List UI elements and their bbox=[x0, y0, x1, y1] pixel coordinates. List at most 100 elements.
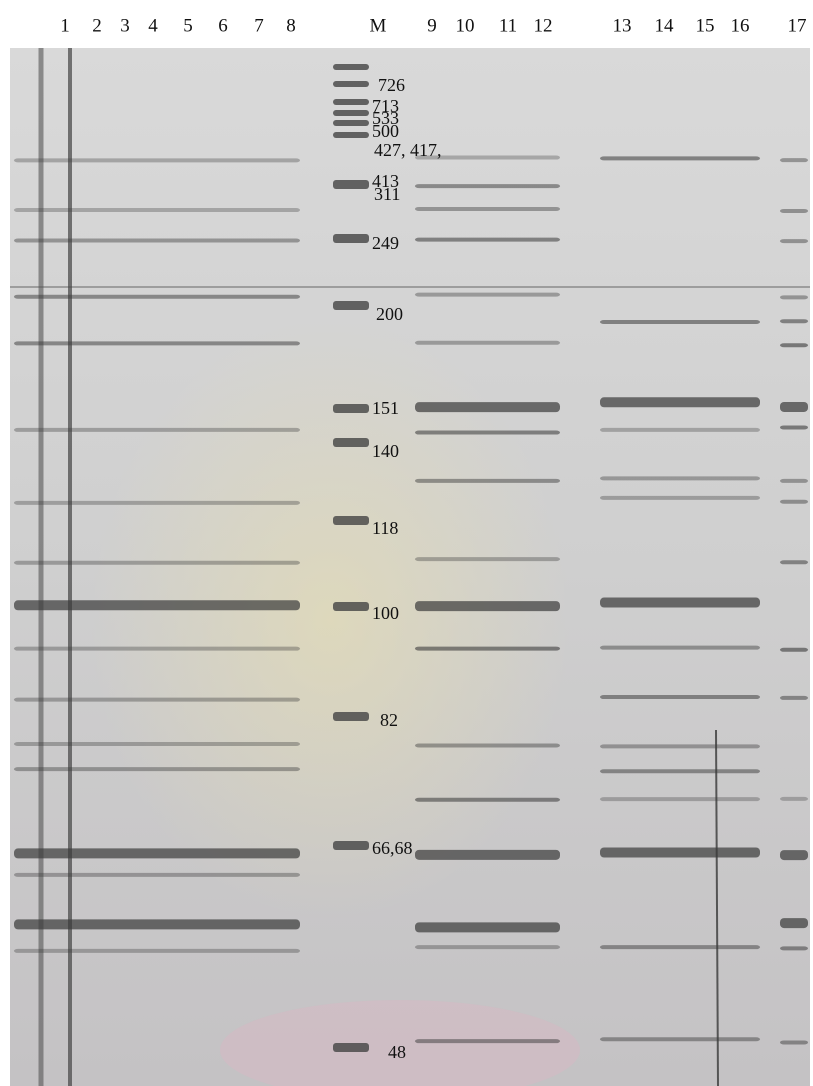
sample-band bbox=[415, 238, 560, 242]
marker-band bbox=[333, 110, 369, 116]
sample-band bbox=[600, 797, 760, 801]
sample-band bbox=[415, 1039, 560, 1043]
marker-band bbox=[333, 234, 369, 243]
marker-label: 500 bbox=[372, 121, 399, 141]
marker-label: 140 bbox=[372, 441, 399, 461]
sample-band bbox=[780, 402, 808, 412]
lane-label: 17 bbox=[788, 15, 807, 36]
sample-band bbox=[780, 158, 808, 162]
sample-band bbox=[14, 873, 300, 877]
marker-band bbox=[333, 712, 369, 721]
lane-label: 10 bbox=[456, 15, 475, 36]
marker-band bbox=[333, 841, 369, 850]
sample-band bbox=[415, 601, 560, 611]
sample-band bbox=[415, 922, 560, 932]
marker-band bbox=[333, 120, 369, 126]
sample-band bbox=[780, 560, 808, 564]
lane-label: 12 bbox=[534, 15, 553, 36]
sample-band bbox=[600, 744, 760, 748]
sample-band bbox=[600, 476, 760, 480]
lane-label: M bbox=[370, 15, 387, 36]
sample-band bbox=[780, 343, 808, 347]
sample-band bbox=[14, 767, 300, 771]
sample-band bbox=[780, 479, 808, 483]
sample-band bbox=[780, 319, 808, 323]
sample-band bbox=[780, 918, 808, 928]
sample-band bbox=[780, 946, 808, 950]
lane-label: 2 bbox=[92, 15, 102, 36]
marker-band bbox=[333, 404, 369, 413]
sample-band bbox=[600, 1037, 760, 1041]
sample-band bbox=[415, 341, 560, 345]
gel-image: 12345678M9101112131415161772671353350042… bbox=[0, 0, 813, 1086]
marker-band bbox=[333, 132, 369, 138]
lane-label: 7 bbox=[254, 15, 264, 36]
sample-band bbox=[780, 425, 808, 429]
marker-label: 48 bbox=[388, 1042, 406, 1062]
sample-band bbox=[14, 919, 300, 929]
sample-band bbox=[14, 949, 300, 953]
marker-label: 427, 417, bbox=[374, 140, 442, 160]
sample-band bbox=[600, 397, 760, 407]
sample-band bbox=[415, 557, 560, 561]
marker-band bbox=[333, 1043, 369, 1052]
marker-band bbox=[333, 301, 369, 310]
sample-band bbox=[415, 945, 560, 949]
sample-band bbox=[780, 295, 808, 299]
sample-band bbox=[14, 848, 300, 858]
sample-band bbox=[415, 431, 560, 435]
marker-label: 100 bbox=[372, 603, 399, 623]
lane-label: 14 bbox=[655, 15, 675, 36]
lane-label: 8 bbox=[286, 15, 296, 36]
sample-band bbox=[780, 797, 808, 801]
sample-band bbox=[14, 239, 300, 243]
marker-band bbox=[333, 516, 369, 525]
sample-band bbox=[780, 209, 808, 213]
sample-band bbox=[780, 850, 808, 860]
sample-band bbox=[600, 428, 760, 432]
marker-band bbox=[333, 602, 369, 611]
sample-band bbox=[14, 208, 300, 212]
sample-band bbox=[14, 501, 300, 505]
sample-band bbox=[415, 479, 560, 483]
lane-label: 16 bbox=[731, 15, 750, 36]
sample-band bbox=[415, 207, 560, 211]
sample-band bbox=[14, 647, 300, 651]
lane-label: 6 bbox=[218, 15, 228, 36]
sample-band bbox=[600, 769, 760, 773]
lane-label: 13 bbox=[613, 15, 632, 36]
lane-label: 3 bbox=[120, 15, 130, 36]
marker-band bbox=[333, 180, 369, 189]
sample-band bbox=[14, 742, 300, 746]
marker-label: 200 bbox=[376, 304, 403, 324]
sample-band bbox=[780, 1040, 808, 1044]
page: {"lanes": ["1","2","3","4","5","6","7","… bbox=[0, 0, 813, 1086]
marker-label: 726 bbox=[378, 75, 405, 95]
sample-band bbox=[600, 598, 760, 608]
sample-band bbox=[14, 698, 300, 702]
marker-band bbox=[333, 438, 369, 447]
marker-label: 151 bbox=[372, 398, 399, 418]
sample-band bbox=[14, 158, 300, 162]
sample-band bbox=[14, 341, 300, 345]
sample-band bbox=[600, 945, 760, 949]
sample-band bbox=[780, 648, 808, 652]
marker-band bbox=[333, 81, 369, 87]
sample-band bbox=[600, 496, 760, 500]
lane-label: 11 bbox=[499, 15, 517, 36]
sample-band bbox=[415, 798, 560, 802]
sample-band bbox=[415, 293, 560, 297]
marker-label: 118 bbox=[372, 518, 398, 538]
lane-label: 1 bbox=[60, 15, 70, 36]
sample-band bbox=[14, 600, 300, 610]
sample-band bbox=[780, 696, 808, 700]
marker-label: 311 bbox=[374, 184, 400, 204]
lane-label: 15 bbox=[696, 15, 715, 36]
sample-band bbox=[415, 850, 560, 860]
sample-band bbox=[14, 561, 300, 565]
marker-band bbox=[333, 64, 369, 70]
sample-band bbox=[600, 646, 760, 650]
marker-label: 82 bbox=[380, 710, 398, 730]
sample-band bbox=[14, 295, 300, 299]
sample-band bbox=[780, 239, 808, 243]
